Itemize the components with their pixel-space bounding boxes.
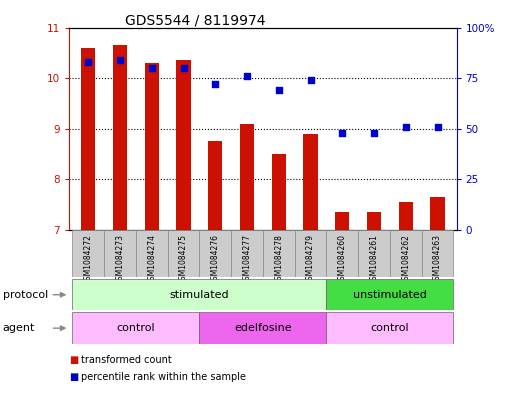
Point	[84, 59, 92, 65]
Text: GSM1084272: GSM1084272	[84, 234, 93, 285]
Bar	[113, 45, 127, 230]
Text: transformed count: transformed count	[81, 354, 172, 365]
Text: agent: agent	[3, 323, 35, 333]
Bar	[176, 61, 191, 230]
Point	[180, 65, 188, 71]
Bar	[367, 212, 381, 230]
Bar	[231, 230, 263, 277]
Text: ■: ■	[69, 354, 78, 365]
Bar	[303, 134, 318, 230]
Point	[338, 130, 346, 136]
Bar	[390, 230, 422, 277]
Text: GSM1084260: GSM1084260	[338, 234, 347, 285]
Text: percentile rank within the sample: percentile rank within the sample	[81, 372, 246, 382]
Text: GSM1084273: GSM1084273	[115, 234, 125, 285]
Bar	[72, 230, 104, 277]
Point	[370, 130, 378, 136]
Bar	[145, 63, 159, 230]
Point	[148, 65, 156, 71]
Text: control: control	[370, 323, 409, 333]
Bar	[399, 202, 413, 230]
Bar	[208, 141, 223, 230]
Point	[274, 87, 283, 94]
Point	[243, 73, 251, 79]
Bar	[326, 279, 453, 310]
Point	[306, 77, 314, 83]
Bar	[240, 124, 254, 230]
Text: control: control	[116, 323, 155, 333]
Text: GSM1084274: GSM1084274	[147, 234, 156, 285]
Bar	[104, 230, 136, 277]
Bar	[72, 279, 326, 310]
Bar	[200, 312, 326, 344]
Text: protocol: protocol	[3, 290, 48, 300]
Text: stimulated: stimulated	[170, 290, 229, 300]
Point	[402, 123, 410, 130]
Bar	[168, 230, 200, 277]
Bar	[72, 312, 200, 344]
Text: ■: ■	[69, 372, 78, 382]
Point	[211, 81, 220, 87]
Bar	[326, 230, 358, 277]
Bar	[335, 212, 349, 230]
Bar	[263, 230, 294, 277]
Bar	[326, 312, 453, 344]
Text: GSM1084275: GSM1084275	[179, 234, 188, 285]
Bar	[200, 230, 231, 277]
Bar	[81, 48, 95, 230]
Text: GSM1084262: GSM1084262	[401, 234, 410, 285]
Bar	[422, 230, 453, 277]
Text: GSM1084279: GSM1084279	[306, 234, 315, 285]
Text: unstimulated: unstimulated	[353, 290, 427, 300]
Bar	[136, 230, 168, 277]
Point	[116, 57, 124, 63]
Bar	[430, 197, 445, 230]
Text: edelfosine: edelfosine	[234, 323, 292, 333]
Text: GSM1084278: GSM1084278	[274, 234, 283, 285]
Bar	[358, 230, 390, 277]
Text: GSM1084277: GSM1084277	[243, 234, 251, 285]
Text: GSM1084261: GSM1084261	[369, 234, 379, 285]
Point	[433, 123, 442, 130]
Bar	[294, 230, 326, 277]
Bar	[272, 154, 286, 230]
Text: GSM1084276: GSM1084276	[211, 234, 220, 285]
Text: GSM1084263: GSM1084263	[433, 234, 442, 285]
Text: GDS5544 / 8119974: GDS5544 / 8119974	[125, 14, 265, 28]
